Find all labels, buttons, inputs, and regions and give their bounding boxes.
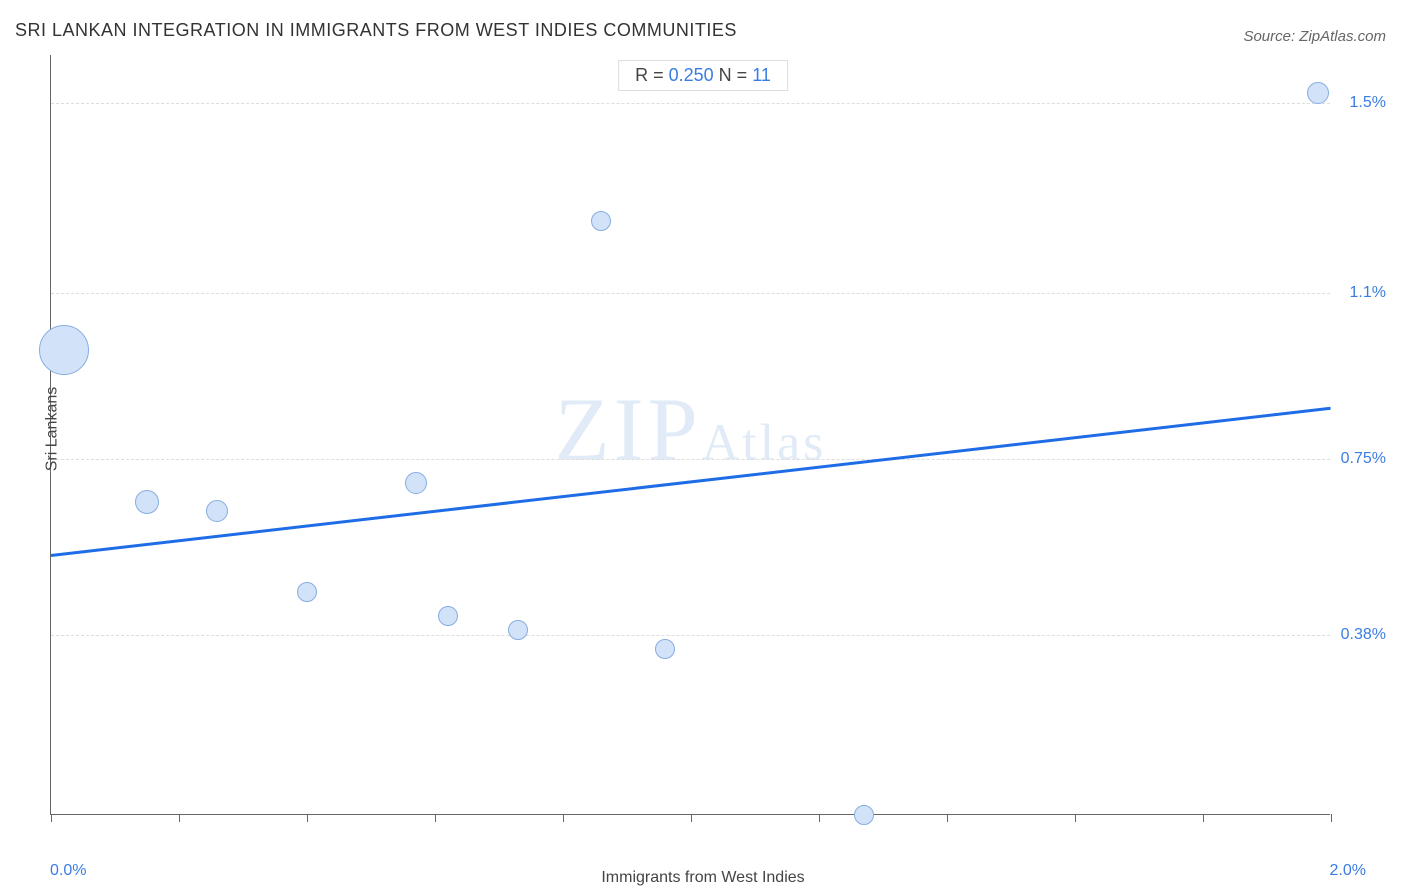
data-point — [405, 472, 427, 494]
x-axis-label: Immigrants from West Indies — [0, 869, 1406, 887]
x-tick — [1331, 814, 1332, 822]
data-point — [297, 582, 317, 602]
watermark: ZIPAtlas — [555, 378, 827, 481]
data-point — [655, 639, 675, 659]
gridline-h — [51, 635, 1330, 636]
watermark-small: Atlas — [702, 414, 827, 471]
source-attribution: Source: ZipAtlas.com — [1243, 28, 1386, 45]
r-value: 0.250 — [669, 65, 714, 85]
x-tick — [307, 814, 308, 822]
gridline-h — [51, 103, 1330, 104]
gridline-h — [51, 459, 1330, 460]
r-label: R = — [635, 65, 669, 85]
gridline-h — [51, 293, 1330, 294]
chart-title: SRI LANKAN INTEGRATION IN IMMIGRANTS FRO… — [15, 20, 737, 41]
y-tick-label: 0.38% — [1341, 626, 1386, 644]
stats-box: R = 0.250 N = 11 — [618, 60, 788, 91]
data-point — [135, 490, 159, 514]
x-tick — [51, 814, 52, 822]
n-value: 11 — [752, 65, 771, 85]
x-tick — [179, 814, 180, 822]
watermark-big: ZIP — [555, 380, 702, 479]
y-tick-label: 1.1% — [1350, 284, 1386, 302]
x-tick — [819, 814, 820, 822]
x-tick — [1203, 814, 1204, 822]
plot-area: ZIPAtlas — [50, 55, 1330, 815]
data-point — [591, 211, 611, 231]
data-point — [206, 500, 228, 522]
y-axis-label: Sri Lankans — [43, 387, 61, 472]
y-tick-label: 0.75% — [1341, 450, 1386, 468]
data-point — [438, 606, 458, 626]
data-point — [1307, 82, 1329, 104]
x-tick — [435, 814, 436, 822]
trend-line — [51, 407, 1331, 557]
x-min-label: 0.0% — [50, 862, 86, 880]
x-max-label: 2.0% — [1330, 862, 1366, 880]
x-tick — [947, 814, 948, 822]
x-tick — [691, 814, 692, 822]
x-tick — [563, 814, 564, 822]
n-label: N = — [714, 65, 753, 85]
y-tick-label: 1.5% — [1350, 94, 1386, 112]
x-tick — [1075, 814, 1076, 822]
data-point — [508, 620, 528, 640]
data-point — [854, 805, 874, 825]
data-point — [39, 325, 89, 375]
